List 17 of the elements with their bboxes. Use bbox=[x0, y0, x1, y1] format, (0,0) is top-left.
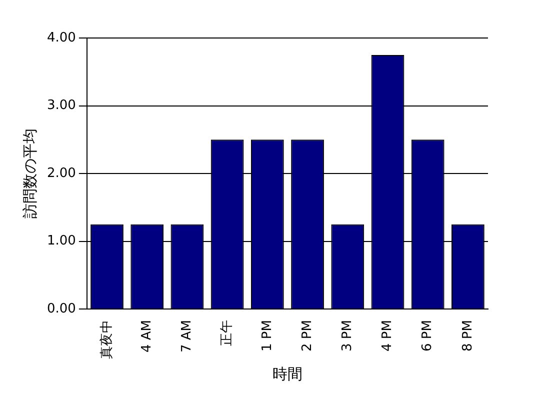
y-tick-label: 0.00 bbox=[46, 301, 76, 316]
x-tick-label: 2 PM bbox=[300, 320, 315, 352]
y-axis-title: 訪問数の平均 bbox=[20, 128, 39, 218]
x-tick-label: 真夜中 bbox=[98, 320, 114, 359]
x-tick-label: 8 PM bbox=[460, 320, 476, 352]
x-tick-label: 1 PM bbox=[260, 320, 275, 352]
x-axis-title: 時間 bbox=[272, 364, 302, 383]
y-tick-label: 4.00 bbox=[46, 30, 76, 46]
x-tick-label: 4 PM bbox=[380, 320, 396, 352]
x-tick-label: 6 PM bbox=[420, 320, 436, 352]
x-tick-label: 4 AM bbox=[139, 320, 154, 353]
y-tick-label: 2.00 bbox=[46, 166, 76, 181]
y-tick-label: 1.00 bbox=[46, 234, 76, 249]
x-tick-label: 7 AM bbox=[180, 320, 195, 353]
y-tick-label: 3.00 bbox=[46, 98, 76, 114]
x-tick-label: 正午 bbox=[220, 320, 235, 346]
x-tick-label: 3 PM bbox=[340, 320, 356, 352]
